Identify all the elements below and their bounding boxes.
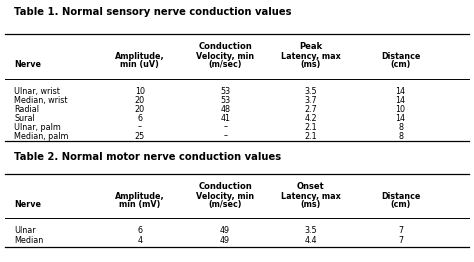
Text: (ms): (ms) [301, 200, 320, 209]
Text: 20: 20 [135, 105, 145, 114]
Text: 3.5: 3.5 [304, 87, 317, 96]
Text: Ulnar: Ulnar [14, 226, 36, 235]
Text: Onset: Onset [297, 182, 324, 191]
Text: Median: Median [14, 236, 44, 245]
Text: Ulnar, wrist: Ulnar, wrist [14, 87, 60, 96]
Text: 49: 49 [220, 236, 230, 245]
Text: 48: 48 [220, 105, 230, 114]
Text: 2.1: 2.1 [304, 123, 317, 132]
Text: 3.7: 3.7 [304, 96, 317, 105]
Text: Amplitude,: Amplitude, [115, 192, 164, 201]
Text: Sural: Sural [14, 114, 35, 123]
Text: –: – [223, 132, 227, 140]
Text: Ulnar, palm: Ulnar, palm [14, 123, 61, 132]
Text: 6: 6 [137, 114, 142, 123]
Text: 14: 14 [395, 96, 406, 105]
Text: 4.4: 4.4 [304, 236, 317, 245]
Text: 3.5: 3.5 [304, 226, 317, 235]
Text: min (mV): min (mV) [119, 200, 161, 209]
Text: Median, wrist: Median, wrist [14, 96, 68, 105]
Text: 7: 7 [398, 226, 403, 235]
Text: 7: 7 [398, 236, 403, 245]
Text: Median, palm: Median, palm [14, 132, 69, 140]
Text: Latency, max: Latency, max [281, 52, 340, 61]
Text: 6: 6 [137, 226, 142, 235]
Text: (ms): (ms) [301, 60, 320, 69]
Text: 53: 53 [220, 96, 230, 105]
Text: 25: 25 [135, 132, 145, 140]
Text: –: – [223, 123, 227, 132]
Text: Latency, max: Latency, max [281, 192, 340, 201]
Text: 49: 49 [220, 226, 230, 235]
Text: 4: 4 [137, 236, 142, 245]
Text: Velocity, min: Velocity, min [196, 52, 254, 61]
Text: Distance: Distance [381, 192, 420, 201]
Text: 4.2: 4.2 [304, 114, 317, 123]
Text: 10: 10 [395, 105, 406, 114]
Text: –: – [138, 123, 142, 132]
Text: (m/sec): (m/sec) [209, 60, 242, 69]
Text: (cm): (cm) [391, 60, 410, 69]
Text: Amplitude,: Amplitude, [115, 52, 164, 61]
Text: Peak: Peak [299, 42, 322, 51]
Text: 20: 20 [135, 96, 145, 105]
Text: Table 2. Normal motor nerve conduction values: Table 2. Normal motor nerve conduction v… [14, 152, 282, 162]
Text: 14: 14 [395, 114, 406, 123]
Text: (cm): (cm) [391, 200, 410, 209]
Text: Conduction: Conduction [198, 182, 252, 191]
Text: 14: 14 [395, 87, 406, 96]
Text: 8: 8 [398, 132, 403, 140]
Text: 10: 10 [135, 87, 145, 96]
Text: 53: 53 [220, 87, 230, 96]
Text: 2.7: 2.7 [304, 105, 317, 114]
Text: 2.1: 2.1 [304, 132, 317, 140]
Text: Radial: Radial [14, 105, 39, 114]
Text: Distance: Distance [381, 52, 420, 61]
Text: Table 1. Normal sensory nerve conduction values: Table 1. Normal sensory nerve conduction… [14, 7, 292, 17]
Text: (m/sec): (m/sec) [209, 200, 242, 209]
Text: 41: 41 [220, 114, 230, 123]
Text: min (uV): min (uV) [120, 60, 159, 69]
Text: Nerve: Nerve [14, 60, 41, 69]
Text: Velocity, min: Velocity, min [196, 192, 254, 201]
Text: Nerve: Nerve [14, 200, 41, 209]
Text: 8: 8 [398, 123, 403, 132]
Text: Conduction: Conduction [198, 42, 252, 51]
